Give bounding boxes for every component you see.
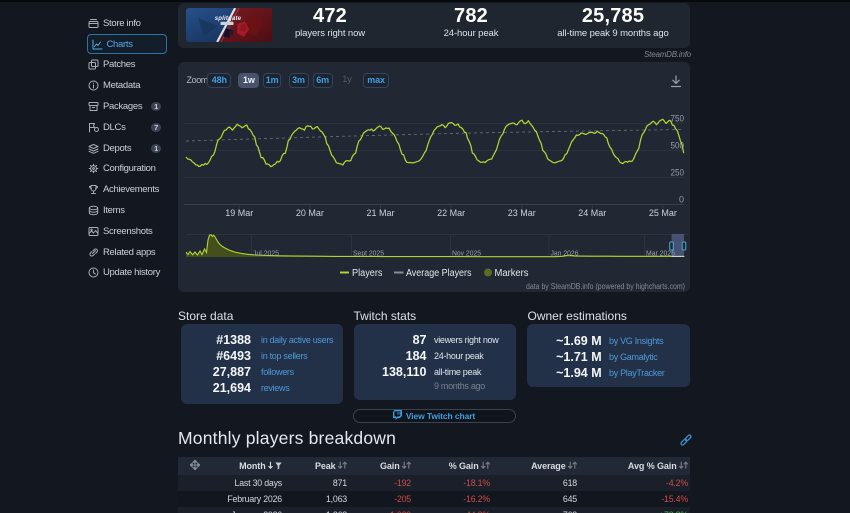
svg-text:19 Mar: 19 Mar bbox=[225, 208, 253, 218]
svg-text:750: 750 bbox=[671, 114, 685, 124]
svg-text:data by SteamDB.info (powered: data by SteamDB.info (powered by highcha… bbox=[526, 281, 685, 291]
svg-text:500: 500 bbox=[671, 141, 685, 151]
svg-text:250: 250 bbox=[671, 168, 685, 178]
svg-text:24 Mar: 24 Mar bbox=[578, 208, 606, 218]
svg-text:23 Mar: 23 Mar bbox=[508, 208, 536, 218]
svg-text:20 Mar: 20 Mar bbox=[296, 208, 324, 218]
svg-text:Average Players: Average Players bbox=[406, 268, 472, 279]
svg-text:25 Mar: 25 Mar bbox=[649, 208, 677, 218]
svg-text:Jan 2026: Jan 2026 bbox=[551, 249, 579, 258]
svg-text:21 Mar: 21 Mar bbox=[366, 208, 394, 218]
svg-text:Nov 2025: Nov 2025 bbox=[452, 249, 481, 258]
svg-text:Sept 2025: Sept 2025 bbox=[353, 249, 384, 258]
svg-text:Mar 2026: Mar 2026 bbox=[646, 249, 675, 258]
svg-text:0: 0 bbox=[679, 195, 684, 205]
svg-text:Markers: Markers bbox=[495, 268, 529, 279]
svg-text:22 Mar: 22 Mar bbox=[437, 208, 465, 218]
svg-text:Jul 2025: Jul 2025 bbox=[253, 249, 279, 258]
svg-text:Players: Players bbox=[352, 268, 383, 279]
svg-text:splitgate: splitgate bbox=[215, 16, 242, 22]
